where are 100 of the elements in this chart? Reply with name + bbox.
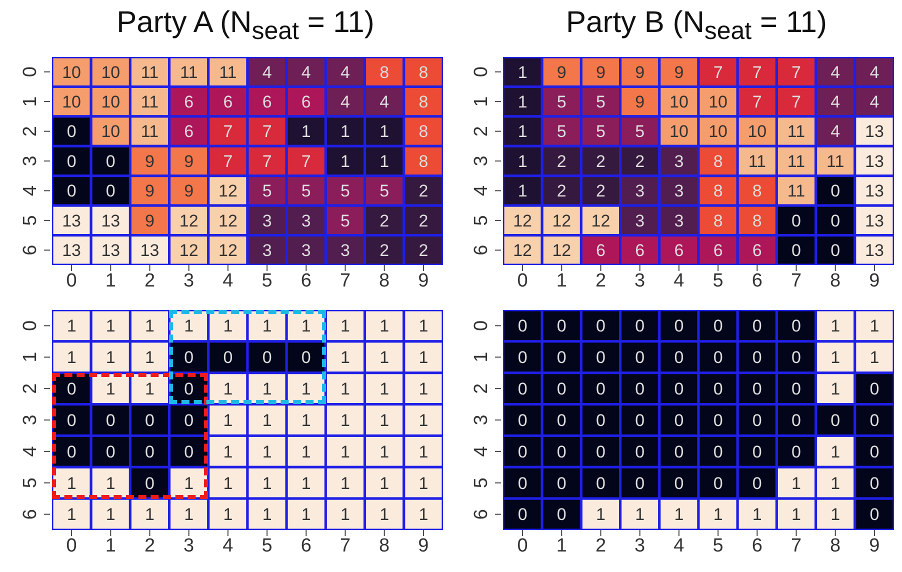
x-tick-label: 5 xyxy=(262,535,272,556)
data-label: 8 xyxy=(752,182,762,201)
data-label: 1 xyxy=(223,410,233,430)
data-label: 1 xyxy=(223,505,233,524)
data-label: 10 xyxy=(708,122,728,142)
data-label: 1 xyxy=(223,474,233,493)
x-tick-label: 4 xyxy=(222,535,234,556)
chart-title: Party A (N$_{seat}$ = 11) xyxy=(116,5,376,47)
data-label: 0 xyxy=(518,316,528,336)
data-label: 1 xyxy=(380,410,390,430)
data-label: 9 xyxy=(145,182,154,201)
x-tick-label: 2 xyxy=(595,270,606,292)
data-label: 8 xyxy=(418,122,428,142)
data-label: 1 xyxy=(262,505,272,524)
data-label: 0 xyxy=(635,474,645,493)
x-tick-label: 6 xyxy=(300,270,312,292)
data-label: 9 xyxy=(596,62,606,82)
data-label: 1 xyxy=(301,505,311,524)
data-label: 0 xyxy=(792,211,801,230)
data-label: 10 xyxy=(101,92,120,112)
data-label: 2 xyxy=(556,152,566,171)
data-label: 1 xyxy=(418,410,428,430)
data-label: 12 xyxy=(179,211,198,230)
data-label: 3 xyxy=(635,211,645,230)
data-label: 11 xyxy=(787,122,806,142)
data-label: 1 xyxy=(830,316,840,336)
data-label: 1 xyxy=(830,474,840,493)
data-label: 1 xyxy=(106,316,116,336)
data-label: 0 xyxy=(830,211,840,230)
data-label: 6 xyxy=(713,241,723,260)
y-tick-label: 6 xyxy=(471,244,492,256)
data-label: 0 xyxy=(66,152,76,171)
data-label: 0 xyxy=(752,442,762,462)
data-label: 1 xyxy=(262,410,272,430)
x-tick-label: 9 xyxy=(869,535,880,556)
data-label: 1 xyxy=(418,316,428,336)
data-label: 6 xyxy=(262,92,272,112)
y-tick-label: 6 xyxy=(471,508,492,520)
data-label: 1 xyxy=(301,442,311,462)
data-label: 10 xyxy=(62,62,82,82)
x-tick-label: 0 xyxy=(66,535,77,556)
data-label: 0 xyxy=(596,380,606,399)
data-label: 10 xyxy=(669,122,688,142)
data-label: 1 xyxy=(518,152,528,171)
data-label: 1 xyxy=(145,316,154,336)
data-label: 12 xyxy=(591,211,610,230)
data-label: 9 xyxy=(635,92,645,112)
x-tick-label: 7 xyxy=(790,535,802,556)
data-label: 1 xyxy=(418,442,428,462)
data-label: 7 xyxy=(752,92,762,112)
data-label: 0 xyxy=(870,410,880,430)
data-label: 0 xyxy=(596,442,606,462)
y-tick-label: 4 xyxy=(471,446,492,457)
data-label: 0 xyxy=(262,348,272,368)
data-label: 0 xyxy=(518,442,528,462)
x-tick-label: 3 xyxy=(184,270,194,292)
data-label: 1 xyxy=(340,152,350,171)
data-label: 2 xyxy=(380,211,390,230)
data-label: 1 xyxy=(713,505,723,524)
data-label: 0 xyxy=(66,442,76,462)
data-label: 1 xyxy=(596,505,606,524)
data-label: 10 xyxy=(101,62,120,82)
y-tick-label: 5 xyxy=(471,478,492,488)
data-label: 1 xyxy=(145,348,154,368)
y-tick-label: 6 xyxy=(20,508,41,520)
data-label: 11 xyxy=(140,122,159,142)
x-tick-label: 0 xyxy=(66,270,77,292)
data-label: 0 xyxy=(556,380,566,399)
data-label: 1 xyxy=(66,474,76,493)
data-label: 10 xyxy=(748,122,767,142)
data-label: 12 xyxy=(179,241,198,260)
data-label: 13 xyxy=(101,241,120,260)
data-label: 1 xyxy=(340,442,350,462)
x-tick-label: 7 xyxy=(790,270,802,292)
data-label: 0 xyxy=(518,380,528,399)
data-label: 10 xyxy=(62,92,82,112)
x-tick-label: 6 xyxy=(752,270,762,292)
data-label: 9 xyxy=(184,152,194,171)
x-tick-label: 0 xyxy=(517,270,528,292)
y-tick-label: 0 xyxy=(20,320,41,332)
data-label: 7 xyxy=(792,92,801,112)
data-label: 1 xyxy=(223,442,233,462)
data-label: 8 xyxy=(713,182,723,201)
data-label: 13 xyxy=(864,241,884,260)
data-label: 4 xyxy=(830,92,840,112)
data-label: 1 xyxy=(380,505,390,524)
data-label: 0 xyxy=(556,316,566,336)
data-label: 0 xyxy=(518,474,528,493)
data-label: 0 xyxy=(752,348,762,368)
x-tick-label: 9 xyxy=(869,270,880,292)
data-label: 0 xyxy=(556,348,566,368)
x-tick-label: 5 xyxy=(712,270,724,292)
data-label: 0 xyxy=(66,122,76,142)
data-label: 0 xyxy=(674,442,684,462)
y-tick-label: 3 xyxy=(20,156,41,166)
data-label: 1 xyxy=(340,505,350,524)
data-label: 1 xyxy=(340,122,350,142)
data-label: 4 xyxy=(870,62,880,82)
x-tick-label: 1 xyxy=(105,535,116,556)
data-label: 0 xyxy=(674,316,684,336)
